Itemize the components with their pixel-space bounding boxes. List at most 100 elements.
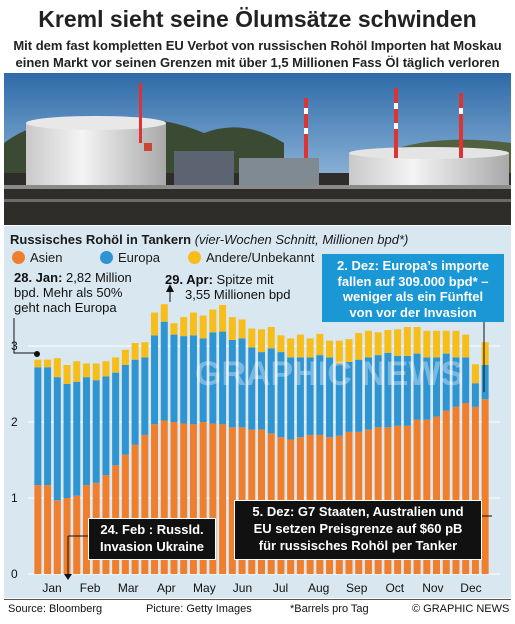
bar-andereunbekannt	[54, 358, 61, 377]
bar-andereunbekannt	[404, 327, 411, 356]
annotation-jan: 28. Jan: 2,82 Million bpd. Mehr als 50% …	[14, 270, 174, 315]
x-tick-label: Nov	[422, 581, 443, 595]
bar-andereunbekannt	[200, 316, 207, 339]
annotation-feb-box: 24. Feb : Russld. Invasion Ukraine	[88, 518, 216, 560]
annotation-jan-text3: geht nach Europa	[14, 300, 117, 315]
bar-europa	[64, 384, 71, 498]
bar-andereunbekannt	[44, 360, 51, 368]
annotation-dec5-line3: für russisches Rohöl per Tanker	[235, 537, 481, 554]
bar-europa	[112, 373, 119, 466]
y-tick-label: 0	[11, 567, 18, 581]
bar-andereunbekannt	[34, 360, 41, 368]
annotation-jan-text2: bpd. Mehr als 50%	[14, 285, 122, 300]
x-tick-label: Jul	[273, 581, 288, 595]
annotation-feb-line1: 24. Feb : Russld.	[89, 521, 215, 538]
annotation-feb-line2: Invasion Ukraine	[89, 538, 215, 555]
annotation-dec2-box: 2. Dez: Europa’s importe fallen auf 309.…	[322, 254, 504, 322]
y-tick-label: 1	[11, 491, 18, 505]
marker-feb	[64, 574, 72, 580]
bar-andereunbekannt	[472, 364, 479, 383]
bar-andereunbekannt	[258, 329, 265, 352]
annotation-dec2-line2: fallen auf 309.000 bpd* –	[322, 274, 504, 290]
bar-andereunbekannt	[384, 330, 391, 353]
x-tick-label: Apr	[157, 581, 176, 595]
marker-jan	[34, 351, 40, 357]
bar-asien	[44, 485, 51, 574]
bar-andereunbekannt	[93, 363, 100, 380]
footer-copyright: © GRAPHIC NEWS	[412, 603, 509, 615]
y-tick-label: 2	[11, 415, 18, 429]
bar-andereunbekannt	[482, 342, 489, 365]
x-tick-label: Jan	[42, 581, 61, 595]
bar-andereunbekannt	[239, 319, 246, 338]
annotation-dec5-line1: 5. Dez: G7 Staaten, Australien und	[235, 503, 481, 520]
bar-andereunbekannt	[141, 342, 148, 357]
x-tick-label: Mar	[118, 581, 139, 595]
bar-andereunbekannt	[83, 363, 90, 377]
bar-europa	[122, 365, 129, 455]
bar-europa	[132, 360, 139, 445]
bar-europa	[180, 336, 187, 423]
bar-europa	[170, 335, 177, 422]
bar-andereunbekannt	[112, 357, 119, 372]
annotation-apr: 29. Apr: Spitze mit 3,55 Millionen bpd	[165, 272, 325, 302]
bar-andereunbekannt	[277, 335, 284, 352]
bar-asien	[34, 485, 41, 574]
bar-andereunbekannt	[297, 335, 304, 358]
bar-europa	[462, 357, 469, 403]
x-axis-ticks: Jan Feb Mar Apr May Jun Jul Aug Sep Oct Nov Dec	[42, 581, 481, 595]
annotation-dec2-line4: von vor der Invasion	[322, 305, 504, 321]
bar-europa	[44, 367, 51, 485]
bar-andereunbekannt	[73, 361, 80, 382]
annotation-jan-text1: 2,82 Million	[62, 270, 131, 285]
bar-andereunbekannt	[190, 313, 197, 336]
bar-andereunbekannt	[132, 343, 139, 360]
bar-andereunbekannt	[414, 327, 421, 354]
footer-source: Source: Bloomberg	[8, 603, 102, 615]
annotation-dec2-line3: weniger als ein Fünftel	[322, 289, 504, 305]
x-tick-label: Oct	[385, 581, 404, 595]
annotation-dec2-line1: 2. Dez: Europa’s importe	[322, 258, 504, 274]
bar-andereunbekannt	[229, 317, 236, 340]
bar-europa	[161, 322, 168, 421]
bar-andereunbekannt	[423, 331, 430, 358]
bar-andereunbekannt	[64, 365, 71, 384]
annotation-apr-text2: 3,55 Millionen bpd	[165, 287, 291, 302]
x-tick-label: Dec	[460, 581, 481, 595]
bar-andereunbekannt	[248, 329, 255, 348]
bar-andereunbekannt	[170, 323, 177, 334]
x-tick-label: Sep	[346, 581, 368, 595]
bar-europa	[141, 357, 148, 435]
bar-asien	[54, 500, 61, 574]
bar-europa	[102, 376, 109, 475]
bar-europa	[54, 377, 61, 500]
bar-europa	[34, 367, 41, 485]
annotation-apr-date: 29. Apr:	[165, 272, 213, 287]
x-tick-label: Jun	[233, 581, 252, 595]
bar-andereunbekannt	[122, 350, 129, 365]
bar-andereunbekannt	[365, 331, 372, 358]
annotation-apr-text1: Spitze mit	[213, 272, 274, 287]
x-tick-label: May	[193, 581, 216, 595]
bar-andereunbekannt	[209, 310, 216, 333]
bar-europa	[151, 335, 158, 424]
x-tick-label: Aug	[308, 581, 329, 595]
watermark: GRAPHIC NEWS	[195, 355, 463, 393]
bar-andereunbekannt	[452, 331, 459, 358]
bar-andereunbekannt	[316, 334, 323, 355]
footer-divider	[4, 599, 511, 600]
bar-europa	[472, 383, 479, 407]
bar-andereunbekannt	[462, 335, 469, 358]
bar-asien	[482, 399, 489, 574]
bar-andereunbekannt	[102, 361, 109, 376]
annotation-dec5-box: 5. Dez: G7 Staaten, Australien und EU se…	[234, 500, 482, 560]
bar-europa	[83, 377, 90, 485]
bar-europa	[93, 380, 100, 483]
bar-europa	[482, 365, 489, 399]
bar-asien	[219, 424, 226, 574]
bar-andereunbekannt	[219, 305, 226, 332]
bar-andereunbekannt	[433, 331, 440, 358]
bar-andereunbekannt	[394, 329, 401, 356]
